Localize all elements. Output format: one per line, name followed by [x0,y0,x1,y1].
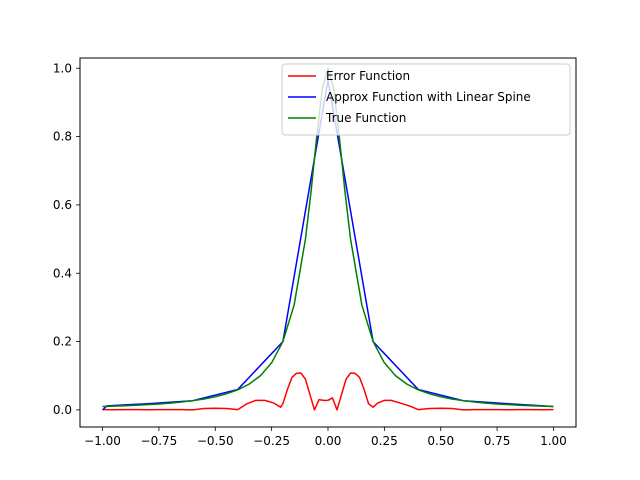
x-axis: −1.00 −0.75 −0.50 −0.25 0.00 0.25 0.50 0.75 1.00 [84,427,567,448]
x-tick-label: 1.00 [540,434,567,448]
x-tick-label: −0.75 [141,434,178,448]
x-tick-label: 0.50 [427,434,454,448]
x-tick-label: −0.50 [197,434,234,448]
legend-label-1: Approx Function with Linear Spine [326,90,531,104]
x-tick-label: −0.25 [253,434,290,448]
y-axis: 0.0 0.2 0.4 0.6 0.8 1.0 [53,61,80,417]
legend-box [281,63,571,136]
x-tick-label: 0.00 [315,434,342,448]
y-tick-label: 0.0 [53,403,72,417]
x-tick-label: −1.00 [84,434,121,448]
x-tick-label: 0.75 [484,434,511,448]
legend-label-0: Error Function [326,69,410,83]
y-tick-label: 1.0 [53,61,72,75]
legend: Error Function Approx Function with Linea… [281,63,571,136]
series-line-0 [102,372,554,411]
y-tick-label: 0.6 [53,198,72,212]
x-tick-label: 0.25 [371,434,398,448]
legend-label-2: True Function [325,111,406,125]
y-tick-label: 0.2 [53,335,72,349]
y-tick-label: 0.4 [53,266,72,280]
y-tick-label: 0.8 [53,130,72,144]
